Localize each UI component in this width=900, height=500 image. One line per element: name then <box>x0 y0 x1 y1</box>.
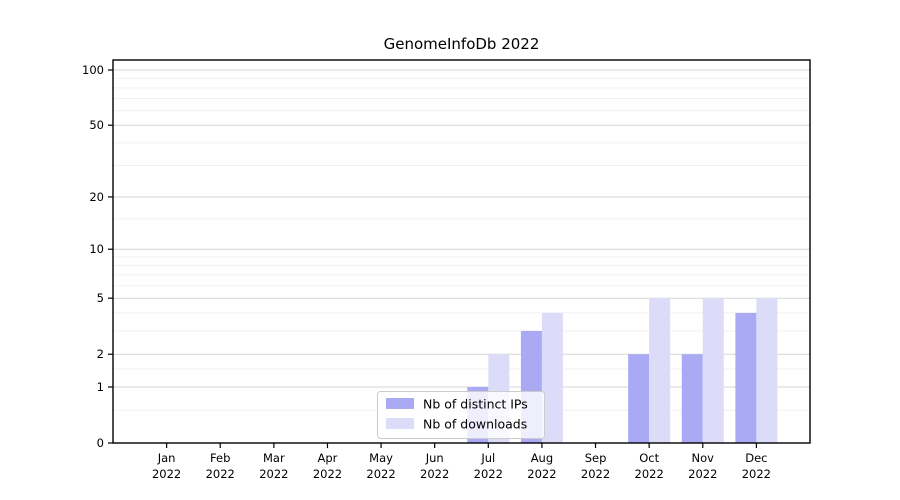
y-tick-label: 50 <box>89 118 104 132</box>
y-tick-label: 10 <box>89 242 104 256</box>
y-tick-label: 5 <box>97 291 104 305</box>
y-tick-label: 20 <box>89 190 104 204</box>
x-tick-label: Jul 2022 <box>474 451 503 481</box>
x-tick-label: May 2022 <box>366 451 395 481</box>
x-tick-label: Apr 2022 <box>313 451 342 481</box>
major-gridlines <box>113 69 810 388</box>
x-tick-label: Nov 2022 <box>688 451 717 481</box>
y-axis: 0 1 2 5 10 20 50 100 <box>82 63 113 450</box>
x-tick-label: Mar 2022 <box>259 451 288 481</box>
legend-label: Nb of downloads <box>423 417 527 432</box>
x-tick-label: Feb 2022 <box>206 451 235 481</box>
bar-distinct-ips <box>681 354 703 443</box>
plot-frame <box>112 59 811 444</box>
x-tick-label: Oct 2022 <box>635 451 664 481</box>
x-tick-label: Jan 2022 <box>152 451 181 481</box>
bar-downloads <box>702 298 724 443</box>
x-tick-label: Dec 2022 <box>742 451 771 481</box>
legend-swatch <box>386 418 414 429</box>
bar-distinct-ips <box>628 354 650 443</box>
bar-downloads <box>756 298 778 443</box>
x-tick-label: Sep 2022 <box>581 451 610 481</box>
x-tick-label: Jun 2022 <box>420 451 449 481</box>
chart-title: GenomeInfoDb 2022 <box>383 35 540 53</box>
bar-distinct-ips <box>735 312 757 443</box>
y-tick-label: 0 <box>97 436 104 450</box>
x-tick-label: Aug 2022 <box>527 451 556 481</box>
x-axis: Jan 2022 Feb 2022 Mar 2022 Apr 2022 May 2022 Jun 20… <box>152 443 771 481</box>
legend-box <box>377 391 545 439</box>
bar-downloads <box>649 298 671 443</box>
y-tick-label: 2 <box>97 347 104 361</box>
legend-swatch <box>386 398 414 409</box>
y-tick-label: 1 <box>97 380 104 394</box>
legend-label: Nb of distinct IPs <box>423 397 528 412</box>
legend: Nb of distinct IPs Nb of downloads <box>377 391 545 439</box>
minor-gridlines <box>113 77 810 411</box>
bar-downloads <box>541 312 563 443</box>
y-tick-label: 100 <box>82 63 104 77</box>
